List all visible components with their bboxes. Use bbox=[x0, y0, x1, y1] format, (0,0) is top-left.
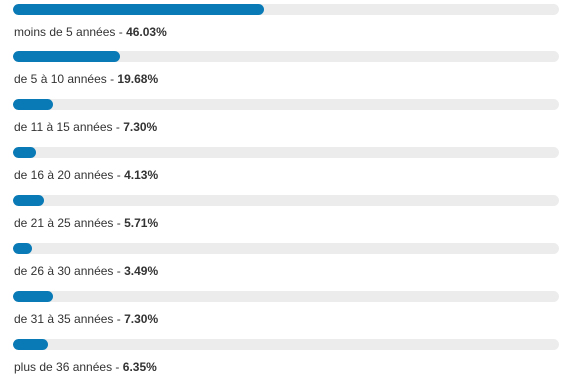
result-bar-track bbox=[13, 195, 559, 206]
result-label: de 11 à 15 années bbox=[14, 120, 113, 134]
result-separator: - bbox=[112, 120, 124, 134]
result-bar-fill bbox=[13, 243, 33, 254]
result-text: de 21 à 25 années - 5.71% bbox=[14, 215, 158, 231]
result-text: de 31 à 35 années - 7.30% bbox=[14, 311, 158, 327]
result-bar-track bbox=[13, 4, 559, 15]
result-percentage: 5.71% bbox=[124, 216, 159, 230]
poll-result-item: de 26 à 30 années - 3.49% bbox=[13, 243, 559, 283]
result-percentage: 19.68% bbox=[117, 72, 159, 86]
result-label: de 26 à 30 années bbox=[14, 264, 114, 278]
result-bar-track bbox=[13, 99, 559, 110]
result-label: de 5 à 10 années bbox=[14, 72, 107, 86]
result-bar-fill bbox=[13, 99, 53, 110]
result-separator: - bbox=[115, 25, 127, 39]
result-separator: - bbox=[113, 264, 125, 278]
result-bar-track bbox=[13, 51, 559, 62]
result-separator: - bbox=[113, 216, 125, 230]
result-percentage: 6.35% bbox=[122, 360, 157, 374]
result-text: moins de 5 années - 46.03% bbox=[14, 24, 167, 40]
result-label: moins de 5 années bbox=[14, 25, 116, 39]
result-bar-track bbox=[13, 147, 559, 158]
result-percentage: 3.49% bbox=[124, 264, 159, 278]
result-bar-fill bbox=[13, 147, 36, 158]
result-separator: - bbox=[113, 168, 125, 182]
result-text: de 11 à 15 années - 7.30% bbox=[14, 119, 157, 135]
result-text: de 16 à 20 années - 4.13% bbox=[14, 167, 158, 183]
result-label: de 31 à 35 années bbox=[14, 312, 114, 326]
poll-result-item: de 31 à 35 années - 7.30% bbox=[13, 291, 559, 331]
result-percentage: 7.30% bbox=[123, 120, 158, 134]
result-label: plus de 36 années bbox=[14, 360, 113, 374]
result-percentage: 4.13% bbox=[124, 168, 159, 182]
result-separator: - bbox=[113, 312, 125, 326]
result-text: de 26 à 30 années - 3.49% bbox=[14, 263, 158, 279]
result-separator: - bbox=[112, 360, 123, 374]
result-percentage: 7.30% bbox=[124, 312, 159, 326]
result-label: de 16 à 20 années bbox=[14, 168, 114, 182]
result-bar-track bbox=[13, 339, 559, 350]
result-bar-fill bbox=[13, 339, 48, 350]
result-text: de 5 à 10 années - 19.68% bbox=[14, 71, 158, 87]
poll-result-item: de 21 à 25 années - 5.71% bbox=[13, 195, 559, 235]
poll-result-item: de 11 à 15 années - 7.30% bbox=[13, 99, 559, 139]
result-bar-fill bbox=[13, 291, 53, 302]
poll-result-item: moins de 5 années - 46.03% bbox=[13, 4, 559, 44]
poll-result-item: de 5 à 10 années - 19.68% bbox=[13, 51, 559, 91]
poll-result-item: de 16 à 20 années - 4.13% bbox=[13, 147, 559, 187]
result-percentage: 46.03% bbox=[126, 25, 167, 39]
result-label: de 21 à 25 années bbox=[14, 216, 114, 230]
result-bar-fill bbox=[13, 195, 45, 206]
result-bar-fill bbox=[13, 4, 265, 15]
poll-result-item: plus de 36 années - 6.35% bbox=[13, 339, 559, 379]
result-bar-track bbox=[13, 243, 559, 254]
result-separator: - bbox=[106, 72, 118, 86]
result-bar-track bbox=[13, 291, 559, 302]
result-bar-fill bbox=[13, 51, 121, 62]
result-text: plus de 36 années - 6.35% bbox=[14, 359, 157, 375]
